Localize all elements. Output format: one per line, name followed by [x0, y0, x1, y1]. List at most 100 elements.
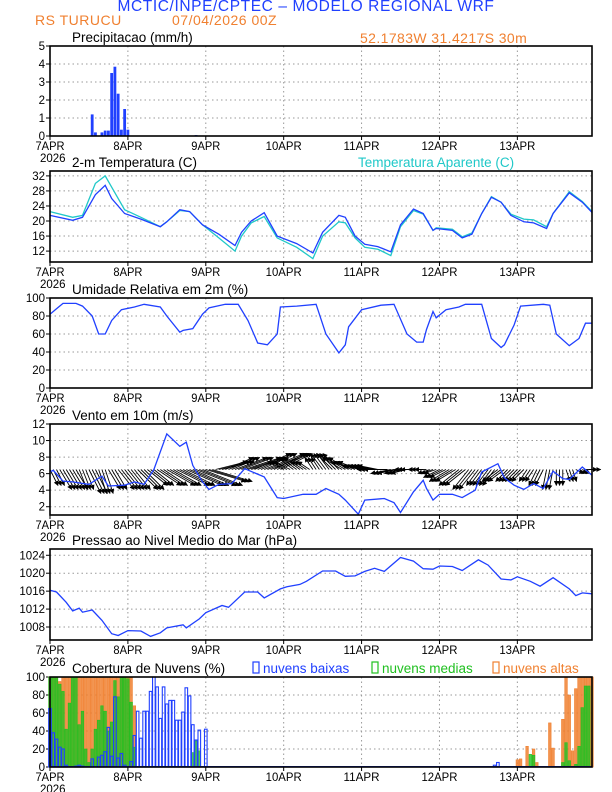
wind-vector — [150, 469, 172, 486]
wind-vector — [186, 469, 223, 486]
cloud-bar-medium — [528, 754, 532, 768]
x-tick-label: 13APR — [499, 645, 535, 657]
wind-vector — [498, 469, 512, 482]
x-tick-label: 13APR — [499, 520, 535, 532]
x-tick-label: 9APR — [191, 520, 220, 532]
x-tick-label: 9APR — [191, 772, 220, 784]
cloud-bar-low — [168, 699, 172, 768]
humidity-frame — [49, 297, 593, 389]
cloud-bar-low — [164, 703, 169, 768]
wind-vector — [192, 469, 230, 486]
cloud-bar-medium — [74, 676, 78, 768]
y-tick-label: 40 — [32, 726, 45, 738]
clouds-panel: 0 20 40 60 80 100 7APR 8APR 9APR 10APR 11APR 12APR 1… — [26, 661, 594, 792]
y-tick-label: 12 — [32, 246, 45, 258]
x-tick-label: 9APR — [191, 393, 220, 405]
wind-vector — [156, 469, 182, 486]
year-label: 2026 — [40, 153, 66, 165]
wind-vector — [114, 469, 128, 490]
pressure-title: Pressao ao Nivel Medio do Mar (hPa) — [72, 533, 297, 548]
x-tick-label: 10APR — [266, 645, 302, 657]
cloud-bar-high — [525, 745, 529, 768]
wind-vector — [435, 469, 456, 482]
cloud-bar-medium — [93, 728, 98, 768]
y-tick-label: 28 — [32, 186, 45, 198]
wind-vector — [205, 469, 247, 483]
wind-vector — [231, 456, 261, 470]
wind-vector — [182, 469, 216, 486]
x-tick-label: 9APR — [191, 141, 220, 153]
year-label: 2026 — [40, 405, 66, 417]
precip-bar — [113, 66, 117, 136]
pressure-panel: 1008 1012 1016 1020 1024 7APR 8APR 9APR 10APR 11A… — [19, 533, 593, 669]
y-tick-label: 80 — [32, 690, 45, 702]
x-tick-label: 7APR — [36, 645, 65, 657]
wind-vector — [82, 469, 92, 490]
y-tick-label: 0 — [39, 131, 45, 143]
cloud-bar-medium — [67, 702, 72, 768]
wind-vector — [65, 469, 79, 490]
wind-vector — [85, 469, 95, 490]
wind-vector — [244, 456, 282, 470]
wind-vector — [179, 469, 213, 486]
wind-vector — [540, 469, 548, 490]
wind-vector — [59, 469, 73, 490]
y-tick-label: 1016 — [19, 586, 45, 598]
precipitation-panel: 0 1 2 3 4 5 7APR 8APR 9APR 10APR 11APR 12APR 13APR 20… — [36, 30, 593, 165]
cloud-bar-medium — [80, 710, 85, 768]
wind-vector — [104, 469, 115, 494]
y-tick-label: 1020 — [19, 568, 45, 580]
cloud-bar-medium — [564, 742, 568, 768]
clouds-frame — [49, 676, 593, 768]
wind-vector — [313, 453, 327, 470]
wind-vector — [423, 469, 437, 475]
wind-vector — [121, 469, 138, 490]
precip-bar — [107, 130, 110, 136]
wind-vector — [466, 469, 479, 486]
cloud-bar-medium — [84, 748, 88, 768]
wind-vector — [153, 469, 175, 486]
wind-vector — [134, 469, 151, 490]
legend-swatch — [492, 661, 500, 674]
cloud-bar-medium — [583, 685, 588, 768]
precip-bar — [120, 129, 123, 136]
y-tick-label: 1 — [39, 113, 45, 125]
wind-vector — [215, 460, 249, 470]
wind-vector — [208, 469, 250, 483]
cloud-bar-medium — [64, 728, 68, 768]
wind-vector — [572, 469, 578, 482]
cloud-bar-high — [561, 718, 565, 768]
x-tick-label: 8APR — [113, 645, 142, 657]
wind-vector — [534, 469, 544, 486]
cloud-bar-low — [145, 710, 150, 768]
precip-bar — [116, 93, 120, 136]
cloud-bar-medium — [116, 696, 120, 768]
cloud-bar-medium — [126, 678, 130, 768]
x-tick-label: 11APR — [344, 520, 380, 532]
clouds-title: Cobertura de Nuvens (%) — [72, 661, 225, 676]
cloud-bar-low — [158, 717, 163, 768]
wind-vector — [147, 469, 168, 486]
y-tick-label: 80 — [32, 311, 45, 323]
wind-vector — [568, 469, 575, 482]
year-label: 2026 — [40, 784, 66, 792]
cloud-bar-low — [161, 686, 166, 768]
legend-label: nuvens baixas — [263, 661, 350, 676]
wind-vector — [280, 457, 297, 470]
wind-line — [49, 432, 593, 516]
wind-vector — [484, 469, 502, 482]
x-tick-label: 11APR — [344, 141, 380, 153]
apparent-temperature-legend: Temperatura Aparente (C) — [358, 155, 514, 170]
wind-vector — [518, 469, 528, 482]
y-tick-label: 10 — [32, 436, 45, 448]
cloud-bar-low — [135, 710, 140, 768]
wind-vector — [72, 469, 86, 490]
y-tick-label: 2 — [39, 95, 45, 107]
wind-vector — [111, 469, 125, 490]
wind-vector — [273, 461, 291, 470]
wind-vector — [98, 469, 108, 494]
apparent-temperature-line — [49, 174, 593, 260]
wind-vector — [277, 457, 294, 470]
x-tick-label: 9APR — [191, 645, 220, 657]
